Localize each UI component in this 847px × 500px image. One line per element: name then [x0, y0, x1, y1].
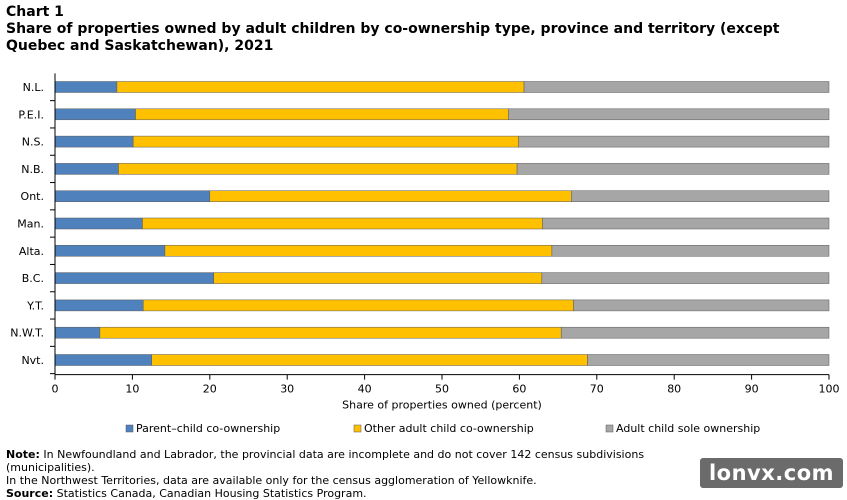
bar-segment-nl-s0	[54, 81, 118, 93]
bar-segment-ont-s2	[571, 190, 830, 202]
chart-title: Share of properties owned by adult child…	[6, 21, 780, 54]
bar-segment-yt-s2	[573, 299, 830, 312]
x-axis: 0 10 20 30 40 50 60 70 80 90 100	[52, 73, 840, 396]
bar-segment-man-s1	[142, 217, 543, 230]
x-tick-label: 20	[203, 383, 217, 396]
bar-segment-yt-s1	[142, 299, 574, 312]
x-tick-label: 80	[667, 383, 681, 396]
bar-segment-yt-s0	[54, 299, 144, 312]
legend-label: Other adult child co-ownership	[364, 422, 534, 435]
chart-number: Chart 1	[6, 4, 64, 20]
category-label: N.B.	[21, 163, 44, 176]
stacked-bar-chart: N.L. P.E.I. N.S. N.B. Ont. Man. Alta. B.C. Y.T. N…	[10, 73, 840, 435]
source-label: Source:	[6, 487, 54, 500]
source-text: Statistics Canada, Canadian Housing Stat…	[53, 487, 367, 500]
bar-segment-ns-s0	[54, 135, 134, 148]
bar-segment-man-s2	[542, 217, 830, 230]
x-tick-label: 50	[435, 383, 449, 396]
category-label: N.W.T.	[10, 327, 44, 340]
bars-group	[54, 81, 830, 366]
category-label: Y.T.	[26, 299, 44, 312]
bar-segment-nb-s1	[118, 163, 518, 175]
bar-segment-nl-s2	[523, 81, 830, 93]
chart-notes: Note: In Newfoundland and Labrador, the …	[6, 448, 706, 500]
bar-segment-ns-s2	[518, 135, 830, 148]
x-tick-label: 0	[52, 383, 59, 396]
watermark-logo: lonvx.com	[700, 458, 843, 488]
bar-segment-nb-s0	[54, 163, 119, 175]
category-label: Ont.	[21, 190, 44, 203]
bar-segment-pei-s1	[135, 108, 509, 121]
bar-segment-nvt-s0	[54, 354, 152, 366]
category-label: B.C.	[22, 272, 44, 285]
chart-heading: Chart 1 Share of properties owned by adu…	[6, 4, 841, 55]
bar-segment-nwt-s0	[54, 326, 101, 339]
bar-segment-pei-s2	[508, 108, 830, 121]
note-line-1: Note: In Newfoundland and Labrador, the …	[6, 448, 706, 474]
bar-segment-pei-s0	[54, 108, 136, 121]
bar-segment-bc-s1	[213, 272, 543, 284]
legend-swatch	[605, 424, 614, 433]
x-tick-label: 100	[819, 383, 840, 396]
legend-label: Parent–child co-ownership	[136, 422, 280, 435]
x-tick-label: 60	[512, 383, 526, 396]
category-label: N.L.	[23, 81, 44, 94]
category-label: Man.	[17, 218, 44, 231]
category-labels: N.L. P.E.I. N.S. N.B. Ont. Man. Alta. B.C. Y.T. N…	[10, 81, 55, 375]
bar-segment-alta-s2	[551, 245, 830, 257]
source-line: Source: Statistics Canada, Canadian Hous…	[6, 487, 706, 500]
bar-segment-nvt-s1	[151, 354, 588, 366]
x-tick-label: 70	[590, 383, 604, 396]
bar-segment-nl-s1	[116, 81, 525, 93]
category-label: Nvt.	[21, 354, 44, 367]
bar-segment-alta-s0	[54, 245, 166, 257]
x-tick-label: 10	[125, 383, 139, 396]
note-text-1: In Newfoundland and Labrador, the provin…	[6, 448, 645, 474]
x-tick-label: 40	[358, 383, 372, 396]
x-tick-label: 30	[280, 383, 294, 396]
bar-segment-man-s0	[54, 217, 143, 230]
bar-segment-bc-s0	[54, 272, 214, 284]
note-line-2: In the Northwest Territories, data are a…	[6, 474, 537, 487]
bar-segment-alta-s1	[164, 245, 553, 257]
bar-segment-nwt-s2	[560, 326, 830, 339]
category-label: N.S.	[22, 136, 44, 149]
legend-swatch	[353, 424, 362, 433]
legend-label: Adult child sole ownership	[616, 422, 760, 435]
bar-segment-nb-s2	[516, 163, 830, 175]
x-axis-title: Share of properties owned (percent)	[342, 399, 542, 412]
bar-segment-ont-s0	[54, 190, 211, 202]
bar-segment-bc-s2	[541, 272, 830, 284]
note-label: Note:	[6, 448, 40, 461]
x-tick-label: 90	[745, 383, 759, 396]
bar-segment-ns-s1	[132, 135, 519, 148]
category-label: P.E.I.	[18, 108, 44, 121]
legend: Parent–child co-ownership Other adult chi…	[125, 422, 760, 435]
bar-segment-nvt-s2	[587, 354, 830, 366]
bar-segment-ont-s1	[209, 190, 572, 202]
legend-swatch	[125, 424, 134, 433]
category-label: Alta.	[19, 245, 44, 258]
bar-segment-nwt-s1	[99, 326, 562, 339]
